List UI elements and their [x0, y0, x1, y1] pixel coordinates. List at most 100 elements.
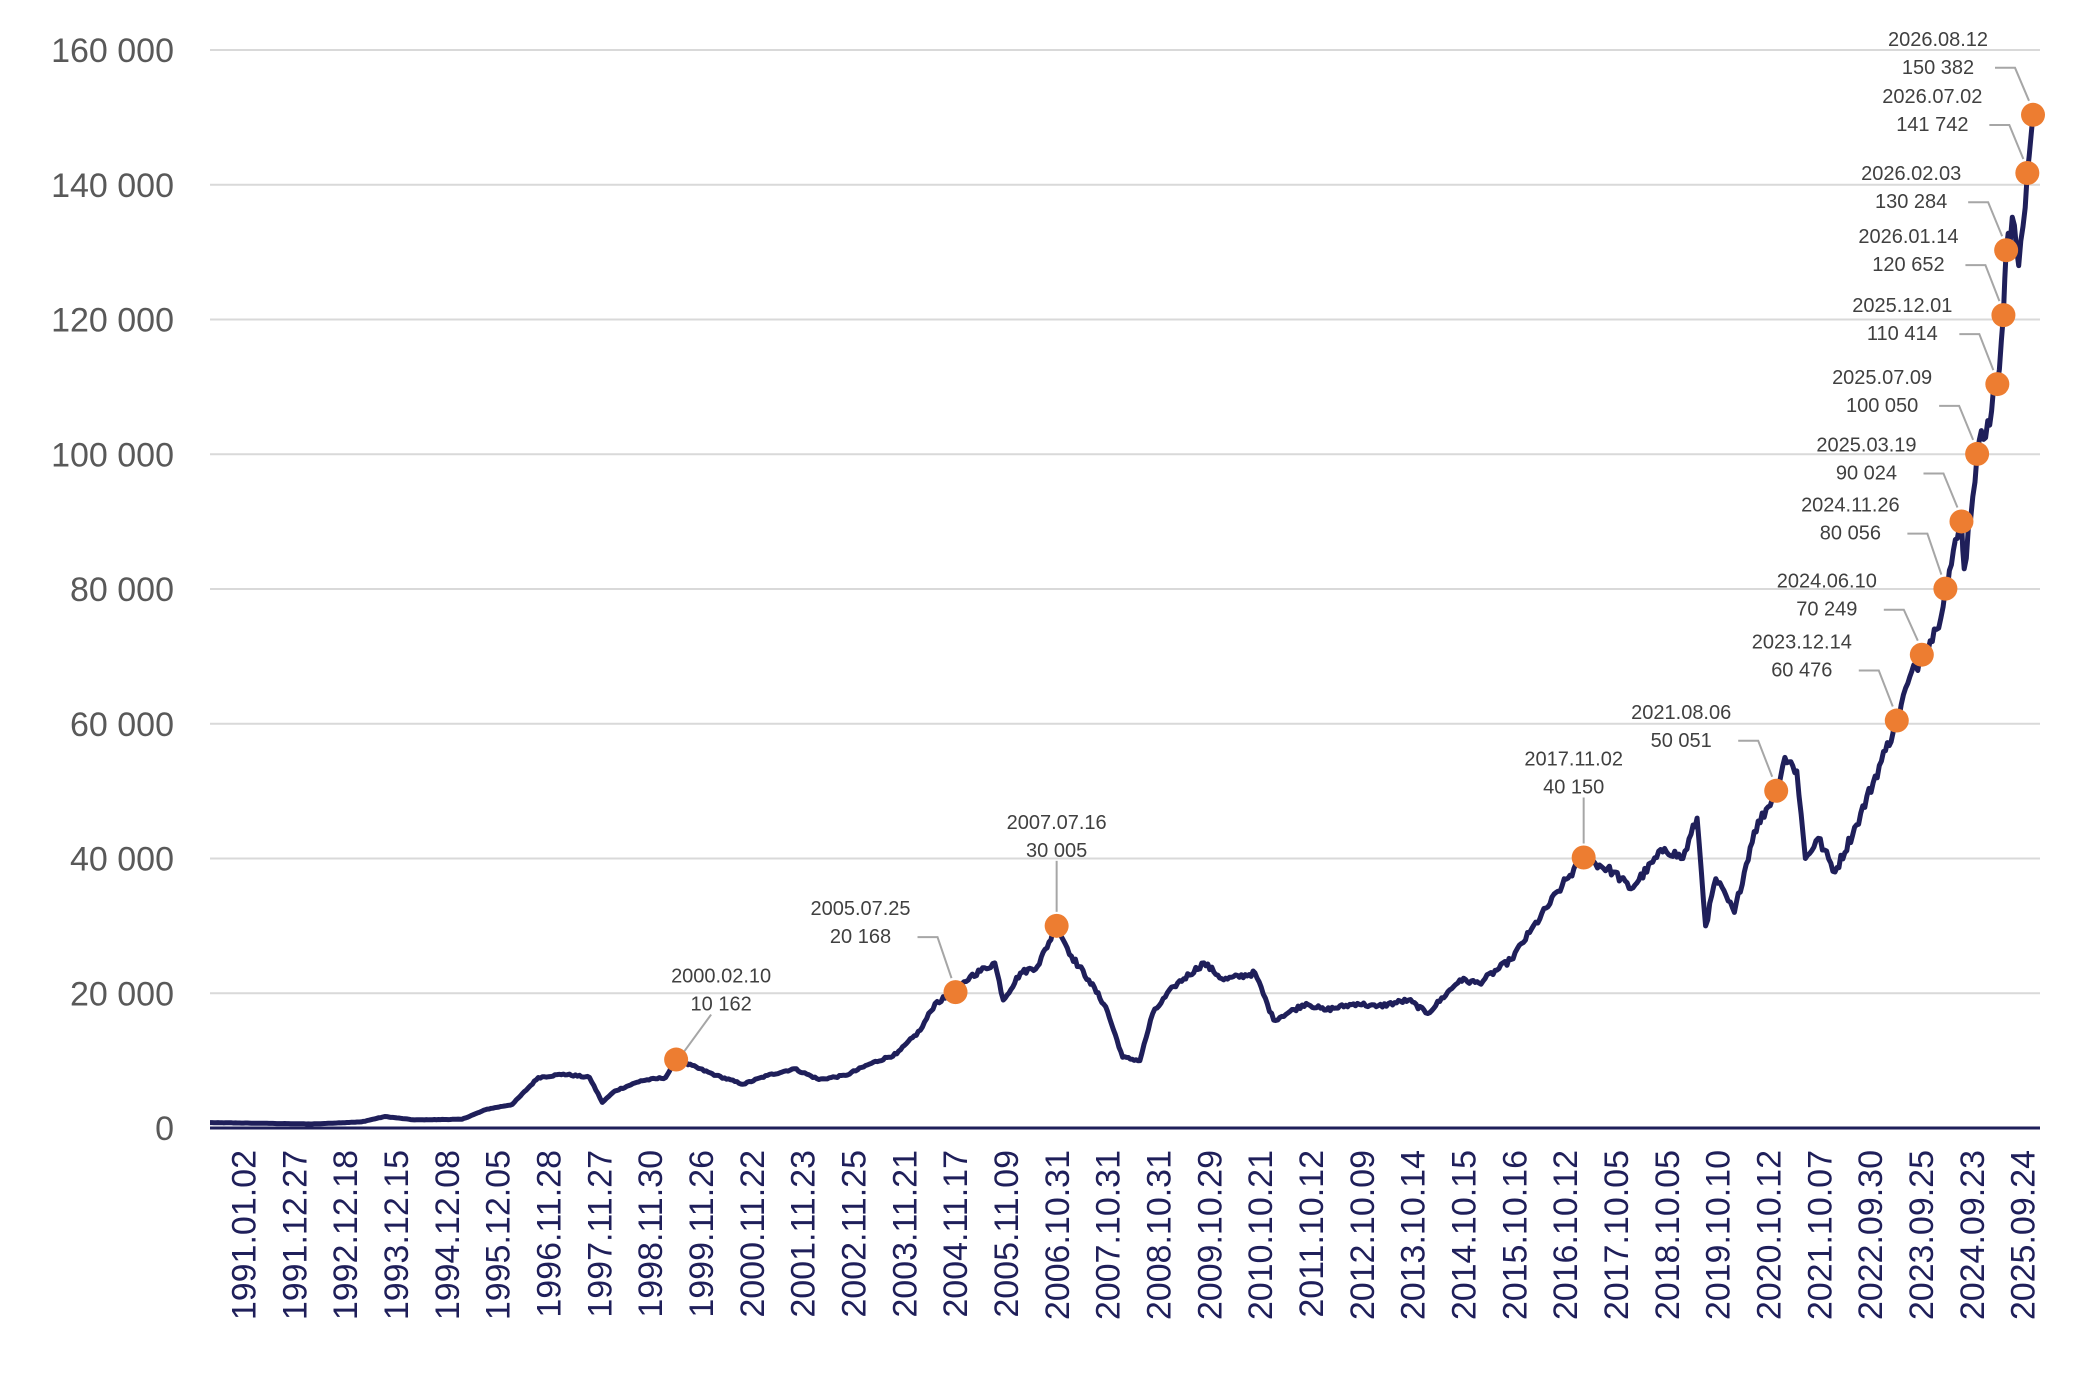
annotation-marker [1994, 238, 2019, 263]
y-tick-label: 60 000 [70, 706, 174, 744]
x-tick-label: 2007.10.31 [1090, 1150, 1128, 1320]
annotation-marker [1764, 778, 1789, 803]
annotation-value: 70 249 [1796, 599, 1857, 621]
x-tick-label: 1999.11.26 [683, 1150, 721, 1318]
x-tick-label: 2015.10.16 [1496, 1150, 1534, 1320]
annotation-marker [2021, 102, 2046, 127]
x-tick-label: 1995.12.05 [480, 1150, 518, 1320]
x-tick-label: 2014.10.15 [1445, 1150, 1483, 1320]
annotation-value: 141 742 [1896, 114, 1968, 136]
annotation-date: 2021.08.06 [1631, 702, 1731, 724]
annotation-marker [1949, 509, 1974, 534]
x-tick-label: 2022.09.30 [1852, 1150, 1890, 1320]
x-axis-tick-labels: 1991.01.02 1991.12.27 1992.12.18 1993.12.15… [225, 1150, 2042, 1320]
y-tick-label: 140 000 [51, 167, 174, 205]
data-series [209, 114, 2036, 1127]
x-tick-label: 1991.01.02 [225, 1150, 263, 1320]
annotation-value: 30 005 [1026, 840, 1087, 862]
x-tick-label: 1991.12.27 [276, 1150, 314, 1320]
annotation-date: 2026.08.12 [1888, 29, 1988, 51]
annotation-leader [1883, 608, 1919, 642]
annotations: 2000.02.10 10 162 2005.07.25 20 168 2007.07.… [664, 29, 2046, 1072]
y-tick-label: 80 000 [70, 571, 174, 609]
annotation-marker [1965, 441, 1990, 466]
y-tick-label: 40 000 [70, 841, 174, 879]
annotation-value: 90 024 [1836, 462, 1897, 484]
annotation-date: 2024.06.10 [1777, 571, 1877, 593]
annotation-leader [1907, 532, 1943, 575]
y-tick-label: 100 000 [51, 436, 174, 474]
x-tick-label: 1992.12.18 [327, 1150, 365, 1320]
y-tick-label: 120 000 [51, 302, 174, 340]
x-tick-label: 1993.12.15 [378, 1150, 416, 1320]
x-tick-label: 2023.09.25 [1903, 1150, 1941, 1320]
annotation-date: 2024.11.26 [1801, 495, 1900, 517]
x-tick-label: 2006.10.31 [1039, 1150, 1077, 1320]
x-tick-label: 2025.09.24 [2005, 1150, 2043, 1320]
annotation-value: 110 414 [1867, 323, 1938, 345]
annotation-marker [1884, 708, 1909, 733]
annotation-value: 120 652 [1872, 254, 1944, 276]
annotation-leader [1738, 739, 1774, 778]
x-tick-label: 2024.09.23 [1954, 1150, 1992, 1320]
annotation-value: 40 150 [1543, 776, 1604, 798]
y-tick-label: 160 000 [51, 32, 174, 70]
annotation-value: 60 476 [1771, 660, 1832, 682]
annotation-date: 2025.07.09 [1832, 367, 1932, 389]
annotation-value: 100 050 [1846, 395, 1918, 417]
x-tick-label: 1998.11.30 [632, 1150, 670, 1318]
x-tick-label: 1997.11.27 [581, 1150, 619, 1318]
annotation-date: 2026.07.02 [1882, 86, 1982, 108]
annotation-marker [1933, 576, 1958, 601]
annotation-marker [1991, 303, 2016, 328]
annotation-value: 130 284 [1875, 191, 1947, 213]
x-tick-label: 2012.10.09 [1344, 1150, 1382, 1320]
annotation-value: 20 168 [830, 926, 891, 948]
annotation-leader [1923, 472, 1959, 508]
annotation-marker [1571, 845, 1596, 870]
x-tick-label: 2013.10.14 [1395, 1150, 1433, 1320]
annotation-date: 2025.03.19 [1816, 434, 1916, 456]
annotation-date: 2017.11.02 [1524, 748, 1623, 770]
x-tick-label: 1994.12.08 [429, 1150, 467, 1320]
annotation-marker [1044, 913, 1069, 938]
x-tick-label: 2005.11.09 [988, 1150, 1026, 1318]
annotation-leader [1858, 669, 1894, 707]
annotation-leader [1959, 333, 1995, 371]
annotation-date: 2023.12.14 [1752, 632, 1852, 654]
x-tick-label: 2020.10.12 [1750, 1150, 1788, 1320]
annotation-leader [1939, 404, 1975, 441]
x-tick-label: 2021.10.07 [1801, 1150, 1839, 1320]
annotation-value: 10 162 [691, 994, 752, 1016]
x-tick-label: 2002.11.25 [835, 1150, 873, 1318]
x-tick-label: 2009.10.29 [1191, 1150, 1229, 1320]
annotation-marker [943, 980, 968, 1005]
annotation-date: 2026.01.14 [1858, 226, 1958, 248]
x-tick-label: 1996.11.28 [530, 1150, 568, 1318]
annotation-value: 80 056 [1820, 523, 1881, 545]
x-tick-label: 2011.10.12 [1293, 1150, 1331, 1318]
x-tick-label: 2004.11.17 [937, 1150, 975, 1318]
x-tick-label: 2003.11.21 [886, 1150, 924, 1318]
annotation-date: 2007.07.16 [1007, 812, 1107, 834]
y-tick-label: 20 000 [70, 975, 174, 1013]
x-tick-label: 2000.11.22 [734, 1150, 772, 1318]
annotation-leader [1965, 264, 2001, 302]
annotation-date: 2026.02.03 [1861, 163, 1961, 185]
annotation-value: 150 382 [1902, 57, 1974, 79]
x-tick-label: 2016.10.12 [1547, 1150, 1585, 1320]
annotation-leader [1968, 201, 2004, 237]
y-axis-tick-labels: 0 20 000 40 000 60 000 80 000 100 000 120 000 1… [51, 32, 174, 1148]
x-tick-label: 2018.10.05 [1649, 1150, 1687, 1320]
x-tick-label: 2019.10.10 [1700, 1150, 1738, 1320]
annotation-leader [1989, 124, 2025, 160]
x-tick-label: 2010.10.21 [1242, 1150, 1280, 1320]
annotation-marker [664, 1047, 689, 1072]
x-tick-label: 2001.11.23 [785, 1150, 823, 1318]
annotation-date: 2005.07.25 [810, 898, 910, 920]
annotation-date: 2000.02.10 [671, 966, 771, 988]
annotation-marker [2015, 161, 2040, 186]
y-tick-label: 0 [155, 1110, 174, 1148]
